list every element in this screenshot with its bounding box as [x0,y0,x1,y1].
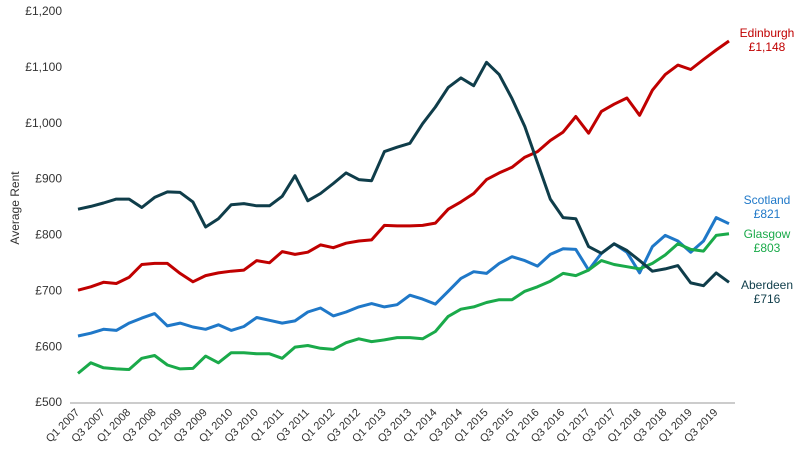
data-label: £716 [754,292,781,306]
data-label: £803 [754,241,781,255]
y-axis-label: Average Rent [8,171,22,245]
series-line [77,39,730,292]
y-tick-label: £900 [35,172,62,186]
y-tick-label: £500 [35,395,62,409]
data-label: £821 [754,207,781,221]
series-line [77,60,730,288]
y-tick-label: £1,000 [25,116,62,130]
series-line [77,232,730,375]
y-tick-label: £600 [35,339,62,353]
series-label: Edinburgh [740,26,795,40]
series-label: Aberdeen [741,278,793,292]
series-label: Glasgow [744,227,791,241]
y-tick-label: £700 [35,283,62,297]
y-tick-label: £1,200 [25,4,62,18]
y-tick-label: £800 [35,228,62,242]
series-label: Scotland [744,193,791,207]
y-tick-label: £1,100 [25,60,62,74]
series-line [77,216,730,338]
data-label: £1,148 [749,40,786,54]
